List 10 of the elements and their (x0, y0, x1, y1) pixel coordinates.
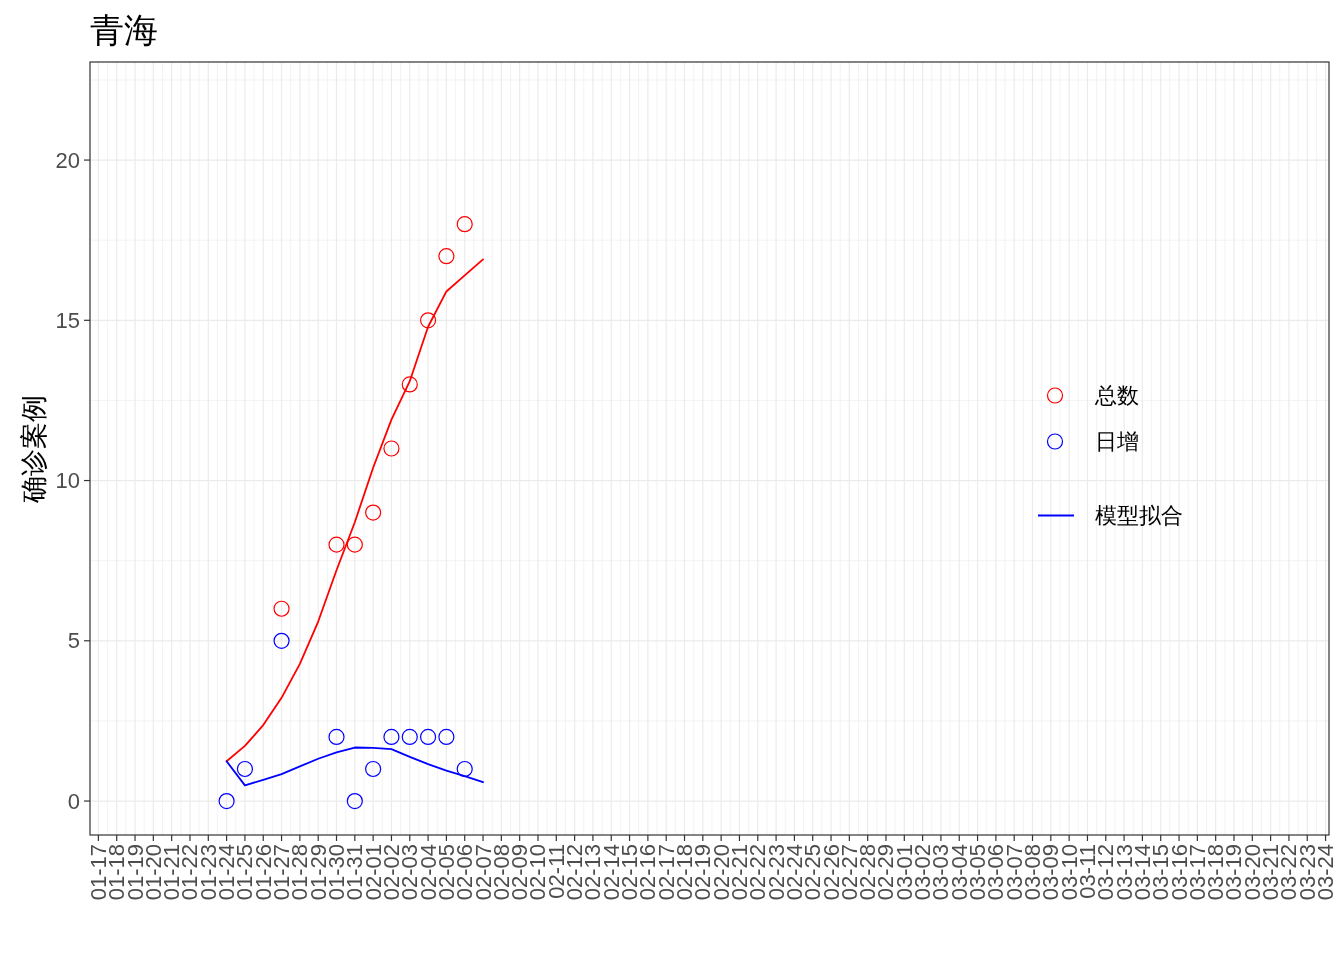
legend-label: 日增 (1095, 429, 1139, 454)
title: 青海 (90, 12, 158, 49)
y-tick-label: 20 (55, 147, 80, 173)
y-tick-label: 15 (55, 307, 80, 333)
y-tick-label: 0 (67, 788, 80, 814)
y-axis-title: 确诊案例 (19, 394, 49, 503)
y-tick-label: 5 (67, 628, 80, 654)
legend-label: 总数 (1095, 383, 1139, 408)
legend-label: 模型拟合 (1095, 503, 1183, 528)
y-tick-label: 10 (55, 468, 80, 494)
